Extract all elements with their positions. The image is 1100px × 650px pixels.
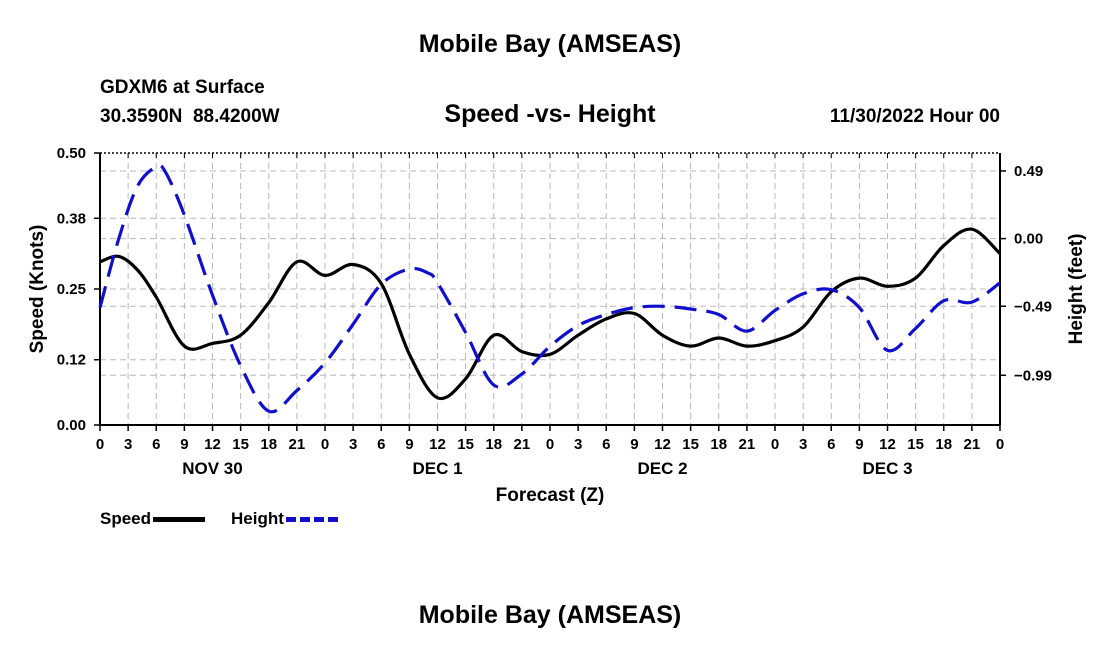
x-tick-label: 3: [799, 436, 807, 453]
x-tick-label: 12: [654, 436, 671, 453]
day-label: DEC 1: [412, 459, 462, 478]
legend-height: Height: [231, 509, 338, 529]
x-tick-label: 3: [349, 436, 357, 453]
legend-height-swatch: [285, 517, 338, 523]
x-tick-label: 6: [377, 436, 385, 453]
series-line-height: [98, 163, 1001, 414]
left-tick-label: 0.50: [57, 145, 86, 162]
left-tick-label: 0.12: [57, 352, 86, 369]
day-label: NOV 30: [182, 459, 242, 478]
right-tick-label: −0.49: [1014, 298, 1052, 315]
right-axis-title: Height (feet): [1066, 234, 1087, 345]
x-tick-label: 18: [710, 436, 727, 453]
x-tick-label: 12: [879, 436, 896, 453]
x-tick-label: 21: [739, 436, 756, 453]
x-tick-label: 6: [152, 436, 160, 453]
x-tick-label: 18: [260, 436, 277, 453]
day-label: DEC 3: [862, 459, 912, 478]
x-tick-label: 9: [180, 436, 188, 453]
x-tick-label: 0: [321, 436, 329, 453]
legend-speed-label: Speed: [100, 509, 152, 528]
legend-height-label: Height: [231, 509, 284, 528]
x-tick-label: 6: [602, 436, 610, 453]
station-name: GDXM6 at Surface: [100, 77, 265, 98]
x-tick-label: 3: [124, 436, 132, 453]
legend-speed-swatch: [153, 517, 206, 523]
x-tick-label: 21: [514, 436, 531, 453]
x-tick-label: 0: [771, 436, 779, 453]
right-tick-label: −0.99: [1014, 367, 1052, 384]
station-coordinates: 30.3590N 88.4200W: [100, 106, 280, 127]
x-tick-label: 6: [827, 436, 835, 453]
x-axis-title: Forecast (Z): [496, 485, 605, 506]
x-tick-label: 0: [96, 436, 104, 453]
forecast-run-date: 11/30/2022 Hour 00: [829, 106, 1000, 127]
x-tick-label: 0: [996, 436, 1004, 453]
day-label: DEC 2: [637, 459, 687, 478]
x-tick-label: 15: [457, 436, 474, 453]
chart-subtitle: Speed -vs- Height: [444, 100, 656, 128]
x-tick-label: 21: [289, 436, 306, 453]
x-tick-label: 15: [682, 436, 699, 453]
x-tick-label: 15: [907, 436, 924, 453]
left-axis-title: Speed (Knots): [27, 225, 48, 354]
x-tick-label: 21: [964, 436, 981, 453]
x-tick-label: 9: [855, 436, 863, 453]
right-tick-label: 0.00: [1014, 231, 1043, 248]
left-tick-label: 0.00: [57, 417, 86, 434]
series-line-speed: [99, 227, 1002, 401]
x-tick-label: 12: [429, 436, 446, 453]
right-tick-label: 0.49: [1014, 163, 1043, 180]
x-tick-label: 3: [574, 436, 582, 453]
legend-speed: Speed: [100, 509, 206, 529]
x-tick-label: 0: [546, 436, 554, 453]
x-tick-label: 18: [935, 436, 952, 453]
x-tick-label: 15: [232, 436, 249, 453]
x-tick-label: 9: [630, 436, 638, 453]
x-tick-label: 9: [405, 436, 413, 453]
footer-title: Mobile Bay (AMSEAS): [418, 601, 682, 629]
chart-main-title: Mobile Bay (AMSEAS): [418, 30, 682, 58]
left-tick-label: 0.25: [57, 281, 86, 298]
x-tick-label: 18: [485, 436, 502, 453]
left-tick-label: 0.38: [57, 210, 86, 227]
x-tick-label: 12: [204, 436, 221, 453]
